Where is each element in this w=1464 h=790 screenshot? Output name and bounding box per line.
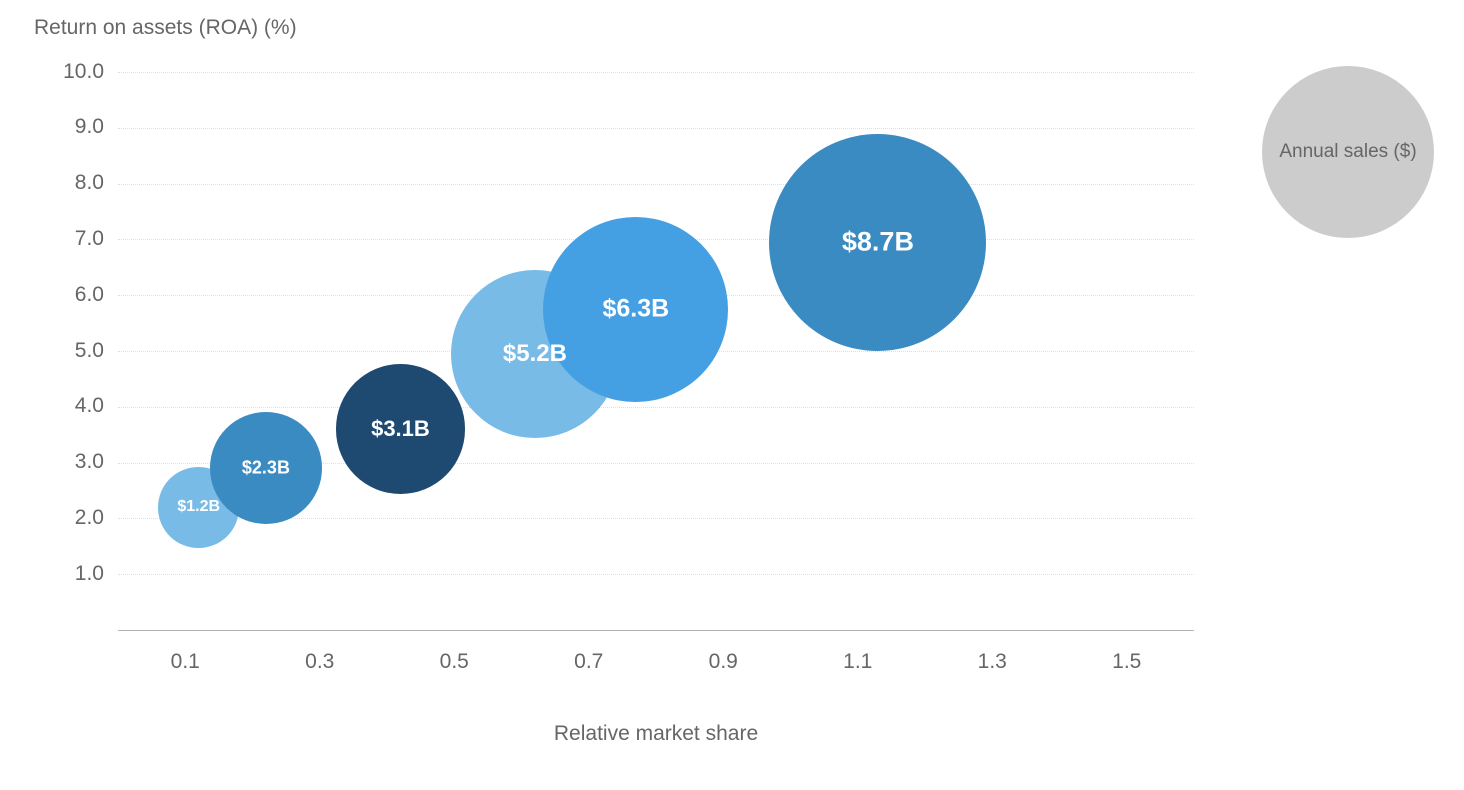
x-tick-label: 1.3 [978,650,1007,674]
x-tick-label: 0.7 [574,650,603,674]
bubble-chart: Return on assets (ROA) (%) 1.0 2.0 3.0 4… [0,0,1464,790]
y-tick-label: 10.0 [63,60,104,84]
y-tick-label: 7.0 [75,227,104,251]
x-tick-label: 0.1 [171,650,200,674]
y-axis-title: Return on assets (ROA) (%) [34,16,297,40]
y-tick-label: 5.0 [75,339,104,363]
data-bubble-label: $8.7B [842,227,914,258]
x-tick-label: 0.3 [305,650,334,674]
y-tick-label: 3.0 [75,450,104,474]
y-gridline [118,407,1194,408]
y-gridline [118,72,1194,73]
x-tick-label: 0.9 [709,650,738,674]
data-bubble-label: $6.3B [602,295,669,324]
y-gridline [118,574,1194,575]
y-tick-label: 9.0 [75,115,104,139]
data-bubble-label: $3.1B [371,416,430,442]
y-tick-label: 6.0 [75,283,104,307]
y-gridline [118,128,1194,129]
y-tick-label: 1.0 [75,562,104,586]
data-bubble-label: $5.2B [503,340,567,368]
data-bubble-label: $1.2B [177,498,220,516]
x-axis-line [118,630,1194,631]
y-tick-label: 2.0 [75,506,104,530]
legend-label: Annual sales ($) [1279,141,1416,163]
x-tick-label: 1.5 [1112,650,1141,674]
y-tick-label: 4.0 [75,394,104,418]
x-axis-title: Relative market share [554,722,758,746]
y-gridline [118,184,1194,185]
y-tick-label: 8.0 [75,171,104,195]
data-bubble-label: $2.3B [242,458,290,479]
x-tick-label: 1.1 [843,650,872,674]
x-tick-label: 0.5 [440,650,469,674]
